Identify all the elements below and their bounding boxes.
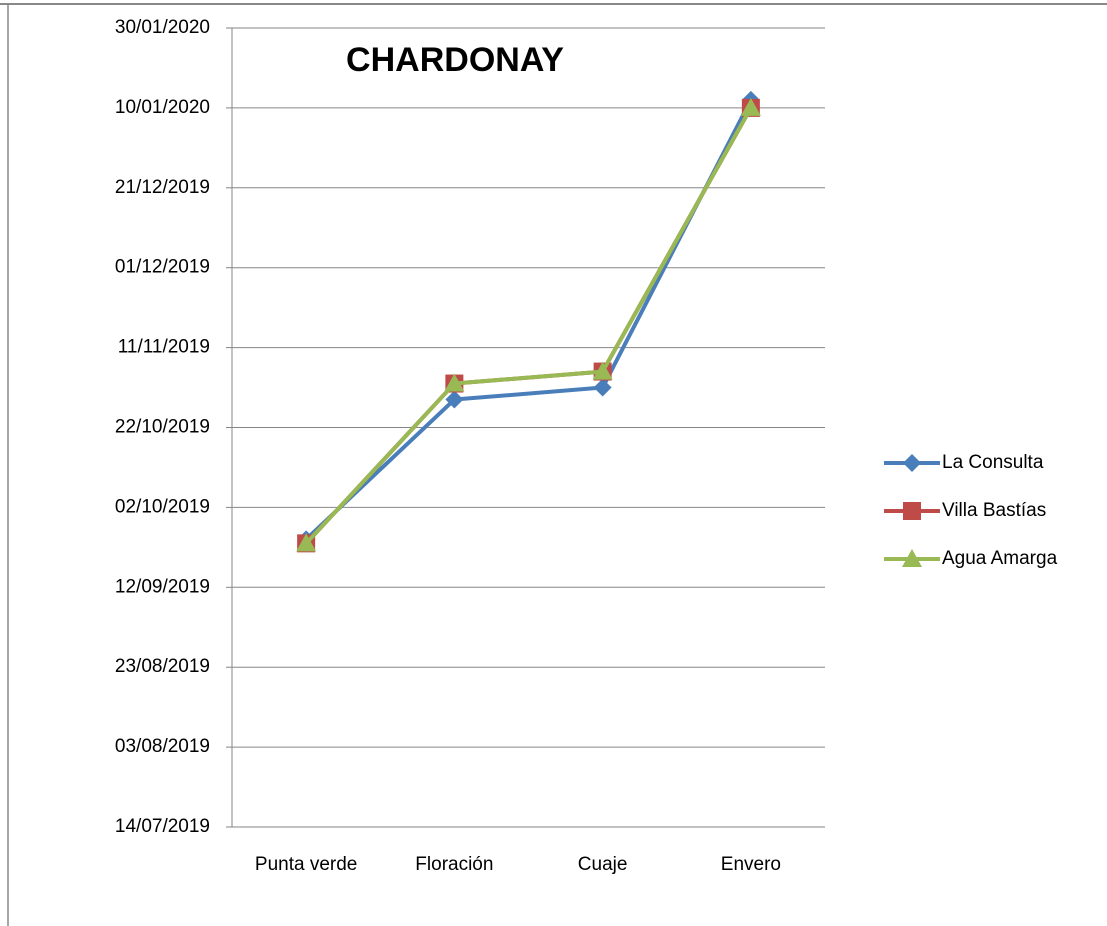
x-tick-label: Floración <box>415 854 493 875</box>
legend-label: Agua Amarga <box>942 548 1058 569</box>
chart-title: CHARDONAY <box>346 41 564 79</box>
y-tick-label: 21/12/2019 <box>115 177 210 198</box>
legend-marker <box>903 454 921 472</box>
point <box>592 361 613 380</box>
x-tick-label: Cuaje <box>578 854 628 875</box>
y-tick-label: 22/10/2019 <box>115 417 210 438</box>
legend-label: Villa Bastías <box>942 500 1046 521</box>
y-tick-label: 23/08/2019 <box>115 656 210 677</box>
point <box>296 533 317 552</box>
y-tick-label: 14/07/2019 <box>115 816 210 837</box>
legend-label: La Consulta <box>942 452 1044 473</box>
series-line <box>304 106 753 545</box>
point <box>444 373 465 392</box>
x-tick-label: Envero <box>721 854 781 875</box>
point <box>593 378 612 397</box>
y-tick-label: 03/08/2019 <box>115 736 210 757</box>
y-tick-label: 30/01/2020 <box>115 17 210 38</box>
legend-marker <box>903 502 921 520</box>
y-tick-label: 01/12/2019 <box>115 257 210 278</box>
y-tick-label: 02/10/2019 <box>115 496 210 517</box>
point <box>445 390 464 409</box>
point <box>740 97 761 116</box>
y-tick-label: 12/09/2019 <box>115 576 210 597</box>
x-tick-label: Punta verde <box>255 854 357 875</box>
y-tick-label: 11/11/2019 <box>118 337 210 358</box>
legend-marker <box>902 549 922 567</box>
y-tick-label: 10/01/2020 <box>115 97 210 118</box>
